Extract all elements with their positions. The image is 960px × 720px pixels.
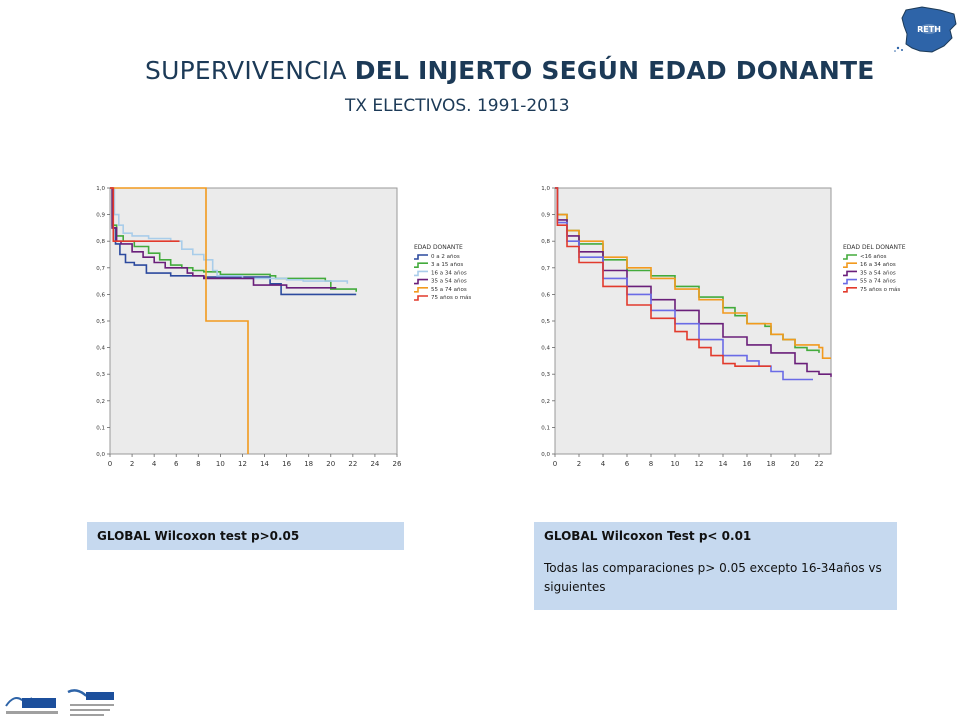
- x-tick-label: 14: [719, 460, 728, 468]
- legend-swatch: [843, 254, 857, 260]
- x-tick-label: 10: [671, 460, 680, 468]
- legend-label: 16 a 34 años: [860, 262, 896, 268]
- x-tick-label: 12: [238, 460, 247, 468]
- legend-label: 16 a 34 años: [431, 270, 467, 276]
- y-tick-label: 0,0: [541, 452, 550, 458]
- legend-swatch: [843, 270, 857, 277]
- x-tick-label: 16: [282, 460, 291, 468]
- series-line-5: [555, 187, 771, 367]
- spain-map-icon: RETH: [894, 6, 957, 53]
- x-tick-label: 6: [625, 460, 630, 468]
- x-tick-label: 14: [260, 460, 269, 468]
- x-tick-label: 8: [196, 460, 200, 468]
- x-tick-label: 22: [348, 460, 357, 468]
- survival-chart-all-donors: 0,00,10,20,30,40,50,60,70,80,91,00 2 4 6 8 10…: [96, 186, 471, 468]
- series-line-2: [555, 187, 831, 359]
- legend-title: EDAD DONANTE: [414, 244, 463, 251]
- y-tick-label: 0,6: [96, 292, 105, 298]
- y-tick-label: 0,1: [541, 425, 550, 431]
- legend-label: 35 a 54 años: [860, 270, 896, 276]
- x-tick-label: 4: [152, 460, 157, 468]
- legend-label: 55 a 74 años: [860, 279, 896, 285]
- legend-label: 55 a 74 años: [431, 287, 467, 293]
- x-tick-label: 2: [130, 460, 134, 468]
- legend-label: 35 a 54 años: [431, 279, 467, 285]
- legend-label: 75 años o más: [860, 286, 900, 293]
- x-tick-label: 6: [174, 460, 179, 468]
- plot-area: [109, 187, 398, 455]
- y-tick-label: 0,5: [541, 319, 550, 325]
- y-tick-label: 0,3: [96, 372, 105, 378]
- legend-swatch: [414, 287, 428, 293]
- y-tick-label: 0,8: [541, 239, 550, 245]
- legend-label: <16 años: [860, 254, 887, 260]
- y-tick-label: 0,8: [96, 239, 105, 245]
- x-tick-label: 8: [649, 460, 653, 468]
- x-tick-label: 24: [370, 460, 379, 468]
- title-light: SUPERVIVENCIA: [145, 56, 355, 85]
- x-tick-label: 0: [553, 460, 557, 468]
- x-tick-label: 20: [326, 460, 335, 468]
- x-tick-label: 12: [695, 460, 704, 468]
- badge-text: RETH: [917, 25, 941, 34]
- series-line-6: [110, 187, 180, 242]
- plot-area: [554, 187, 832, 455]
- x-tick-label: 18: [304, 460, 313, 468]
- x-tick-label: 0: [108, 460, 112, 468]
- legend-swatch: [843, 262, 857, 268]
- wilcoxon-note-left: GLOBAL Wilcoxon test p>0.05: [87, 522, 404, 550]
- y-tick-label: 1,0: [96, 186, 105, 192]
- y-tick-label: 0,6: [541, 292, 550, 298]
- legend-label: 75 años o más: [431, 294, 471, 301]
- legend-label: 0 a 2 años: [431, 254, 460, 260]
- x-tick-label: 26: [393, 460, 402, 468]
- ont-logo-icon: [5, 697, 58, 714]
- legend-label: 3 a 15 años: [431, 262, 463, 268]
- x-tick-label: 22: [815, 460, 824, 468]
- legend-title: EDAD DEL DONANTE: [843, 244, 906, 251]
- x-tick-label: 16: [743, 460, 752, 468]
- x-tick-label: 4: [601, 460, 606, 468]
- legend-swatch: [414, 254, 428, 260]
- y-tick-label: 1,0: [541, 186, 550, 192]
- x-tick-label: 2: [577, 460, 581, 468]
- series-line-1: [110, 187, 357, 296]
- footer-logos: [5, 689, 114, 716]
- legend-swatch: [414, 262, 428, 268]
- y-tick-label: 0,1: [96, 425, 105, 431]
- y-tick-label: 0,5: [96, 319, 105, 325]
- series-line-3: [110, 187, 349, 284]
- series-line-3: [555, 187, 832, 377]
- survival-chart-elective: 0,0 0,1 0,2 0,3 0,4 0,5 0,6 0,7 0,8 0,9 1,0 0 2 4 6 8 10…: [541, 186, 906, 468]
- x-tick-label: 20: [791, 460, 800, 468]
- seth-logo-icon: [67, 689, 114, 716]
- legend-swatch: [414, 278, 428, 285]
- y-tick-label: 0,7: [541, 266, 550, 272]
- legend-swatch: [414, 295, 428, 301]
- x-tick-label: 18: [767, 460, 776, 468]
- page-title: SUPERVIVENCIA DEL INJERTO SEGÚN EDAD DON…: [145, 56, 875, 85]
- y-tick-label: 0,7: [96, 266, 105, 272]
- legend-swatch: [843, 287, 857, 293]
- note-right-body: Todas las comparaciones p> 0.05 excepto …: [544, 561, 882, 594]
- y-tick-label: 0,4: [541, 346, 550, 352]
- y-tick-label: 0,2: [96, 399, 105, 405]
- y-tick-label: 0,2: [541, 399, 550, 405]
- y-tick-label: 0,9: [541, 213, 550, 219]
- note-right-heading: GLOBAL Wilcoxon Test p< 0.01: [544, 529, 752, 543]
- y-tick-label: 0,4: [96, 346, 105, 352]
- x-tick-label: 10: [216, 460, 225, 468]
- note-left-heading: GLOBAL Wilcoxon test p>0.05: [97, 529, 300, 543]
- y-tick-label: 0,9: [96, 213, 105, 219]
- series-line-5: [110, 187, 249, 454]
- wilcoxon-note-right: GLOBAL Wilcoxon Test p< 0.01 Todas las c…: [534, 522, 897, 610]
- legend-swatch: [843, 278, 857, 285]
- legend-swatch: [414, 270, 428, 277]
- y-tick-label: 0,3: [541, 372, 550, 378]
- page-subtitle: TX ELECTIVOS. 1991-2013: [345, 96, 570, 116]
- y-tick-label: 0,0: [96, 452, 105, 458]
- title-bold: DEL INJERTO SEGÚN EDAD DONANTE: [354, 56, 875, 85]
